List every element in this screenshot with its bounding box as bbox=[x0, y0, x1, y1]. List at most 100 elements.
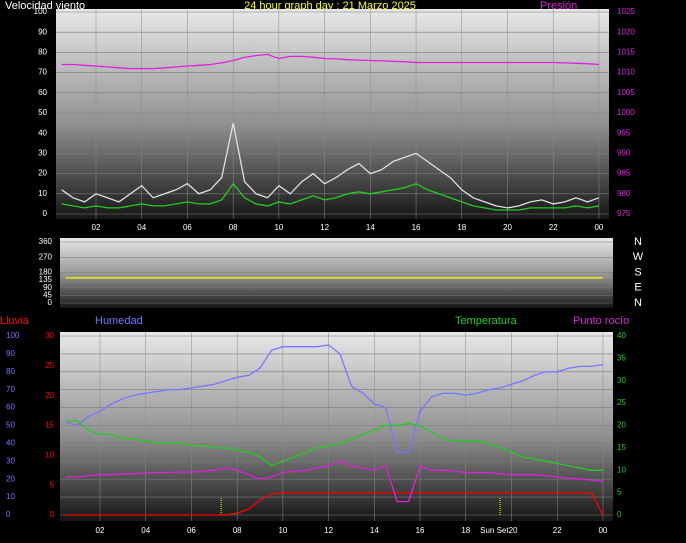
y-tick-label: 60 bbox=[6, 403, 15, 412]
y2-tick-label: 30 bbox=[617, 376, 626, 385]
x-tick-label: 14 bbox=[366, 223, 375, 232]
y2-tick-label: 15 bbox=[617, 443, 626, 452]
y-tick-label: 50 bbox=[6, 421, 15, 430]
legend-label: Humedad bbox=[95, 315, 143, 327]
plot-area bbox=[60, 238, 613, 308]
y2-tick-label: 1020 bbox=[617, 27, 635, 36]
y3-tick-label: 25 bbox=[45, 361, 54, 370]
x-tick-label: 16 bbox=[412, 223, 421, 232]
y2-tick-label: 0 bbox=[617, 510, 622, 519]
series-line bbox=[61, 122, 600, 209]
x-tick-label: 16 bbox=[416, 526, 425, 535]
y-tick-label: 20 bbox=[38, 169, 47, 178]
y2-tick-label: 35 bbox=[617, 353, 626, 362]
y2-tick-label: 10 bbox=[617, 465, 626, 474]
x-tick-label: 18 bbox=[457, 223, 466, 232]
y2-tick-label: 975 bbox=[617, 209, 631, 218]
y-tick-label: 45 bbox=[43, 290, 52, 299]
series-line bbox=[65, 344, 604, 454]
plot-area bbox=[56, 9, 609, 219]
y2-tick-label: 1015 bbox=[617, 48, 635, 57]
x-tick-label: 08 bbox=[229, 223, 238, 232]
y-tick-label: 80 bbox=[38, 48, 47, 57]
x-tick-label: 02 bbox=[96, 526, 105, 535]
y2-tick-label: E bbox=[634, 282, 641, 294]
x-tick-label: 12 bbox=[324, 526, 333, 535]
x-tick-label: 10 bbox=[278, 526, 287, 535]
y3-tick-label: 5 bbox=[50, 480, 55, 489]
legend-label: Presión bbox=[540, 0, 577, 12]
y2-tick-label: 1025 bbox=[617, 7, 635, 16]
y-tick-label: 40 bbox=[38, 128, 47, 137]
y-tick-label: 30 bbox=[38, 149, 47, 158]
y-tick-label: 70 bbox=[38, 68, 47, 77]
y3-tick-label: 10 bbox=[45, 450, 54, 459]
x-tick-label: 12 bbox=[320, 223, 329, 232]
y-tick-label: 70 bbox=[6, 385, 15, 394]
y-tick-label: 0 bbox=[6, 510, 11, 519]
y-tick-label: 20 bbox=[6, 474, 15, 483]
x-tick-label: 00 bbox=[594, 223, 603, 232]
legend-label: Temperatura bbox=[455, 315, 518, 327]
y2-tick-label: N bbox=[634, 297, 642, 309]
y2-tick-label: 1000 bbox=[617, 108, 635, 117]
x-tick-label: 06 bbox=[183, 223, 192, 232]
y2-tick-label: 985 bbox=[617, 169, 631, 178]
x-tick-label: 06 bbox=[187, 526, 196, 535]
y-tick-label: 50 bbox=[38, 108, 47, 117]
y-tick-label: 60 bbox=[38, 88, 47, 97]
y-tick-label: 270 bbox=[39, 252, 53, 261]
y-tick-label: 40 bbox=[6, 439, 15, 448]
y2-tick-label: 25 bbox=[617, 398, 626, 407]
y-tick-label: 90 bbox=[6, 349, 15, 358]
series-line bbox=[65, 492, 604, 516]
series-line bbox=[61, 182, 600, 211]
y2-tick-label: W bbox=[633, 251, 644, 263]
x-tick-label: 00 bbox=[598, 526, 607, 535]
y-tick-label: 180 bbox=[39, 268, 53, 277]
y2-tick-label: 1010 bbox=[617, 68, 635, 77]
y2-tick-label: 5 bbox=[617, 488, 622, 497]
y-tick-label: 30 bbox=[6, 456, 15, 465]
legend-label: Punto rocío bbox=[573, 315, 629, 327]
chart-title: 24 hour graph day : 21 Marzo 2025 bbox=[244, 0, 416, 12]
y2-tick-label: 990 bbox=[617, 149, 631, 158]
x-tick-label: 22 bbox=[549, 223, 558, 232]
y-tick-label: 0 bbox=[43, 209, 48, 218]
series-line bbox=[61, 53, 599, 70]
x-tick-label: 20 bbox=[503, 223, 512, 232]
legend-label: Velocidad viento bbox=[5, 0, 85, 12]
y2-tick-label: 995 bbox=[617, 128, 631, 137]
y2-tick-label: N bbox=[634, 236, 642, 248]
y-tick-label: 135 bbox=[39, 275, 53, 284]
y-tick-label: 100 bbox=[6, 331, 20, 340]
series-line bbox=[65, 420, 603, 471]
y-tick-label: 90 bbox=[43, 283, 52, 292]
y-tick-label: 90 bbox=[38, 27, 47, 36]
y2-tick-label: 40 bbox=[617, 331, 626, 340]
x-tick-label: 14 bbox=[370, 526, 379, 535]
x-tick-label: 04 bbox=[141, 526, 150, 535]
x-tick-label: 10 bbox=[274, 223, 283, 232]
x-tick-label: 02 bbox=[92, 223, 101, 232]
y-tick-label: 0 bbox=[48, 298, 53, 307]
x-tick-label: Sun Set20 bbox=[480, 526, 518, 535]
plot-area bbox=[60, 332, 613, 521]
x-tick-label: 22 bbox=[553, 526, 562, 535]
y-tick-label: 80 bbox=[6, 367, 15, 376]
y3-tick-label: 20 bbox=[45, 391, 54, 400]
y2-tick-label: S bbox=[634, 266, 641, 278]
x-tick-label: 08 bbox=[233, 526, 242, 535]
y2-tick-label: 20 bbox=[617, 421, 626, 430]
y3-tick-label: 15 bbox=[45, 421, 54, 430]
y2-tick-label: 980 bbox=[617, 189, 631, 198]
x-tick-label: 04 bbox=[137, 223, 146, 232]
y2-tick-label: 1005 bbox=[617, 88, 635, 97]
y-tick-label: 360 bbox=[39, 237, 53, 246]
y-tick-label: 10 bbox=[6, 492, 15, 501]
y-tick-label: 100 bbox=[34, 7, 48, 16]
series-line bbox=[65, 460, 603, 503]
x-tick-label: 18 bbox=[461, 526, 470, 535]
y3-tick-label: 30 bbox=[45, 331, 54, 340]
